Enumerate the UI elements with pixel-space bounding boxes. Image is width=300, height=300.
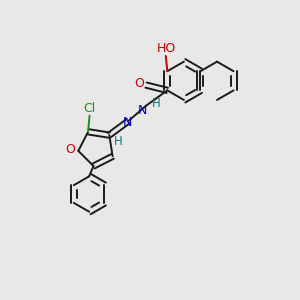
Text: N: N	[122, 116, 132, 129]
Text: H: H	[114, 135, 123, 148]
Text: N: N	[138, 104, 147, 118]
Text: O: O	[135, 77, 145, 90]
Text: H: H	[152, 97, 161, 110]
Text: Cl: Cl	[83, 102, 96, 115]
Text: HO: HO	[157, 42, 176, 55]
Text: O: O	[65, 143, 75, 156]
